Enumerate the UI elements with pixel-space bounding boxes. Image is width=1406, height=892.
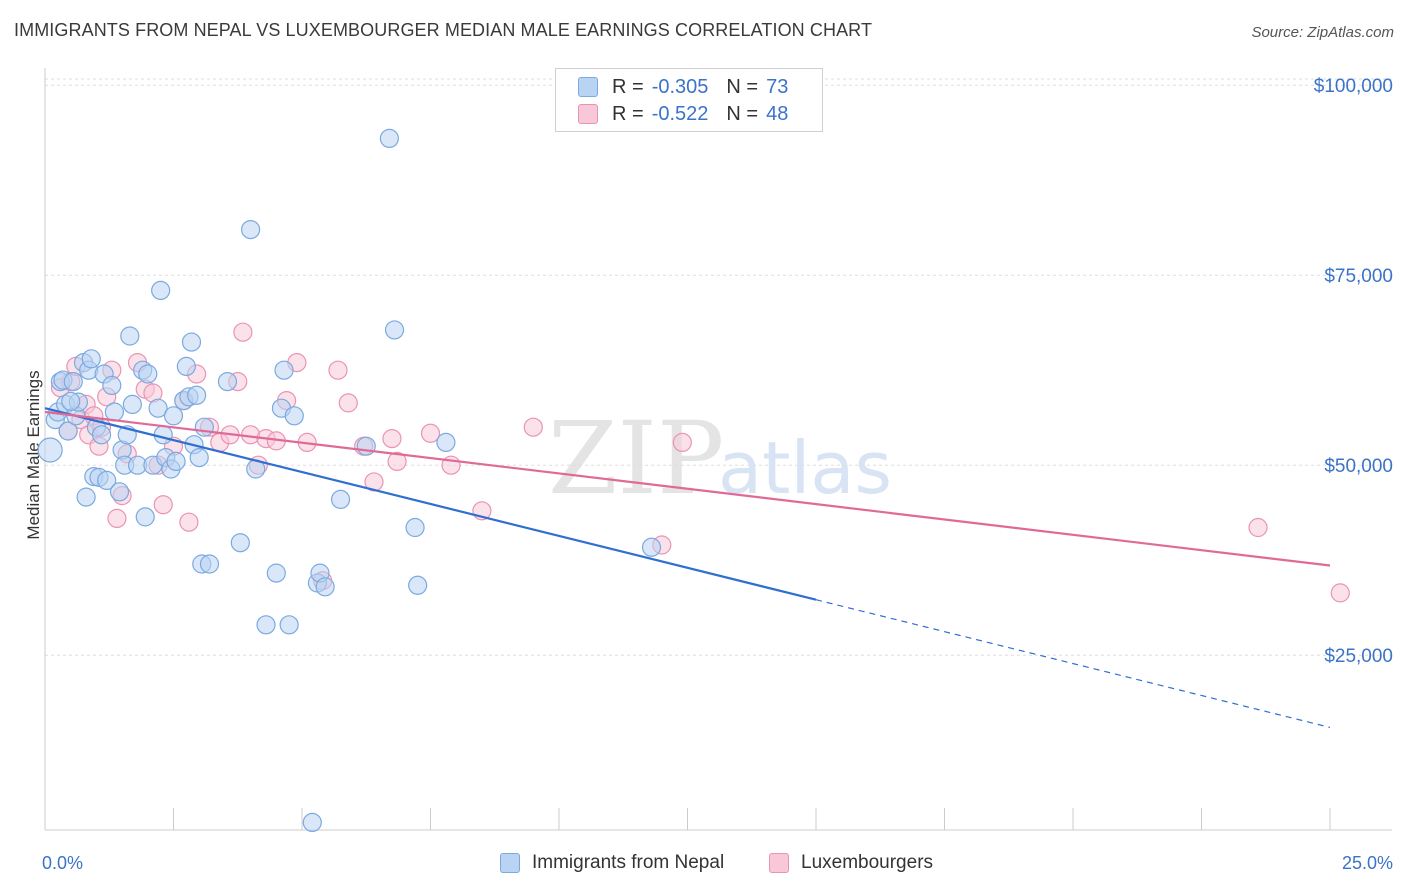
nepal-point	[187, 385, 207, 405]
nepal-point	[109, 482, 130, 502]
legend-swatch-pink	[769, 853, 789, 873]
nepal-point	[384, 320, 405, 340]
nepal-point	[230, 533, 250, 553]
series-legend: Immigrants from Nepal Luxembourgers	[0, 852, 1406, 878]
nepal-point	[408, 575, 428, 595]
luxembourgers-point	[387, 451, 407, 471]
nepal-point	[356, 436, 376, 456]
luxembourgers-trend-line	[44, 410, 1331, 567]
nepal-point	[97, 470, 117, 490]
nepal-point	[217, 372, 238, 392]
luxembourgers-point	[672, 432, 692, 452]
nepal-point	[63, 372, 83, 392]
nepal-point	[153, 425, 173, 445]
nepal-point	[256, 615, 276, 635]
nepal-point	[405, 517, 425, 538]
luxembourgers-point	[233, 322, 253, 342]
legend-n-label: N =	[726, 102, 759, 125]
legend-n-value: 73	[766, 75, 789, 98]
legend-n-label: N =	[726, 75, 759, 98]
nepal-point	[91, 425, 112, 445]
y-tick-label: $100,000	[1314, 76, 1393, 97]
legend-r-label: R =	[612, 75, 644, 98]
nepal-point	[315, 577, 335, 597]
y-tick-labels: $25,000 $50,000 $75,000 $100,000	[1314, 76, 1393, 667]
nepal-point	[302, 812, 322, 833]
nepal-point	[166, 451, 186, 471]
nepal-trend-line	[44, 407, 817, 601]
nepal-point	[379, 128, 399, 148]
nepal-point	[241, 220, 261, 240]
y-tick-label: $50,000	[1324, 456, 1393, 477]
nepal-point	[135, 507, 155, 527]
nepal-point	[120, 326, 140, 346]
luxembourgers-point	[107, 508, 127, 529]
luxembourgers-point	[382, 429, 402, 449]
nepal-point	[163, 406, 184, 426]
x-tick-min: 0.0%	[42, 853, 84, 873]
legend-n-value: 48	[766, 102, 789, 125]
legend-r-value: -0.305	[651, 75, 709, 98]
nepal-point	[436, 432, 456, 452]
luxembourgers-point	[420, 423, 441, 443]
legend-swatch-blue	[578, 77, 598, 97]
legend-row-luxembourgers: R = -0.522 N = 48	[578, 102, 788, 126]
nepal-point	[199, 554, 220, 574]
luxembourgers-point	[179, 512, 199, 532]
watermark-zip: ZIP	[548, 400, 724, 517]
chart-title: IMMIGRANTS FROM NEPAL VS LUXEMBOURGER ME…	[14, 20, 873, 40]
nepal-point	[181, 332, 202, 352]
nepal-point	[76, 487, 96, 507]
nepal-point	[641, 537, 662, 557]
nepal-point	[284, 406, 304, 426]
nepal-point	[58, 421, 78, 441]
luxembourgers-point	[1248, 517, 1268, 538]
nepal-point	[148, 398, 168, 418]
nepal-point	[330, 489, 351, 509]
legend-swatch-pink	[578, 104, 598, 124]
luxembourgers-point	[1330, 583, 1350, 603]
legend-row-nepal: R = -0.305 N = 73	[578, 75, 788, 99]
luxembourgers-point	[523, 417, 543, 437]
nepal-point	[151, 280, 171, 300]
nepal-point	[176, 356, 196, 376]
legend-item-nepal[interactable]: Immigrants from Nepal	[500, 852, 724, 874]
correlation-legend: R = -0.305 N = 73 R = -0.522 N = 48	[555, 68, 823, 132]
nepal-point	[138, 364, 158, 384]
trend-lines	[44, 407, 1331, 728]
x-tick-max: 25.0%	[1341, 853, 1393, 873]
nepal-point	[61, 391, 81, 411]
nepal-point	[279, 615, 299, 635]
gridlines	[45, 78, 1392, 656]
luxembourgers-point	[338, 393, 358, 413]
watermark: ZIP atlas	[548, 400, 892, 517]
nepal-point	[37, 437, 63, 463]
nepal-point	[189, 448, 209, 468]
legend-item-luxembourgers[interactable]: Luxembourgers	[769, 852, 933, 874]
nepal-point	[104, 402, 124, 422]
nepal-point	[194, 417, 214, 437]
legend-r-value: -0.522	[651, 102, 709, 125]
legend-swatch-blue	[500, 853, 520, 873]
y-tick-label: $25,000	[1324, 646, 1393, 667]
nepal-trend-extension	[815, 599, 1331, 728]
source-label: Source: ZipAtlas.com	[1251, 24, 1394, 41]
nepal-point	[102, 375, 122, 395]
nepal-point	[122, 394, 142, 414]
legend-r-label: R =	[612, 102, 644, 125]
nepal-point	[266, 563, 286, 583]
legend-label-luxembourgers: Luxembourgers	[801, 852, 934, 873]
watermark-atlas: atlas	[718, 426, 892, 510]
luxembourgers-point	[153, 495, 173, 515]
y-tick-label: $75,000	[1324, 266, 1393, 287]
nepal-point	[81, 349, 101, 369]
legend-label-nepal: Immigrants from Nepal	[532, 852, 725, 873]
luxembourgers-point	[328, 360, 348, 380]
nepal-point	[274, 360, 294, 380]
